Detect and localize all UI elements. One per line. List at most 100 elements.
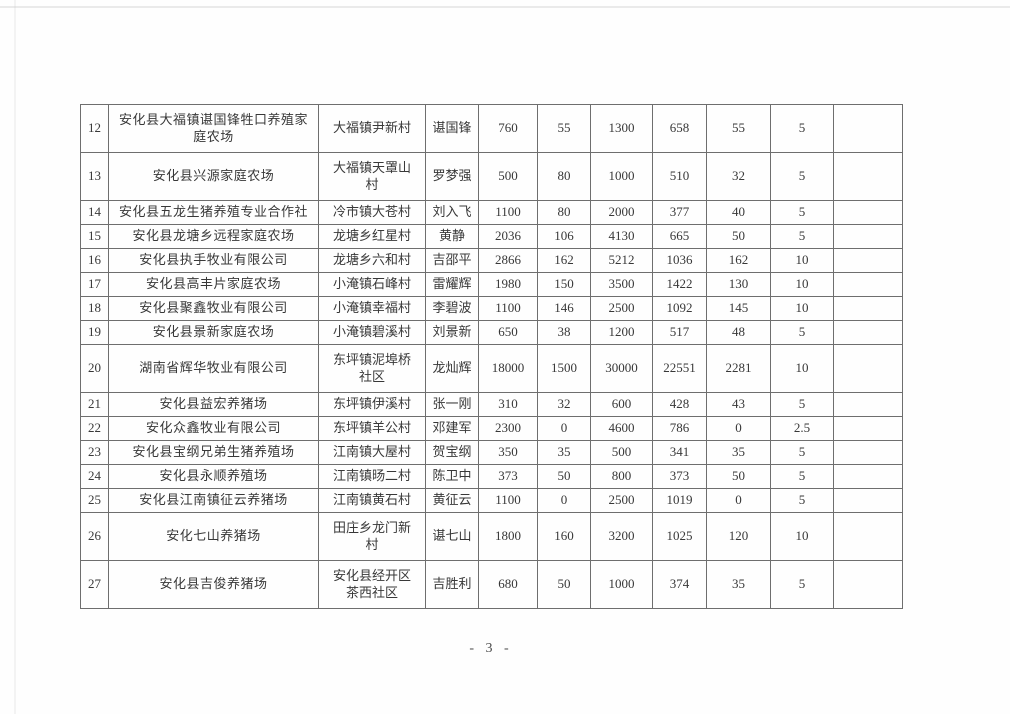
cell-contact-name: 黄征云 bbox=[425, 488, 479, 513]
cell-remarks bbox=[833, 464, 903, 489]
cell-contact-name: 李碧波 bbox=[425, 296, 479, 321]
cell-row-number: 19 bbox=[80, 320, 109, 345]
cell-value-4: 341 bbox=[652, 440, 707, 465]
cell-remarks bbox=[833, 392, 903, 417]
cell-value-1: 2866 bbox=[478, 248, 538, 273]
cell-value-1: 2036 bbox=[478, 224, 538, 249]
cell-value-6: 10 bbox=[770, 344, 834, 393]
cell-value-2: 160 bbox=[537, 512, 591, 561]
table-row: 22 安化众鑫牧业有限公司 东坪镇羊公村 邓建军 2300 0 4600 786 0 2.5 bbox=[80, 416, 903, 441]
cell-value-4: 1025 bbox=[652, 512, 707, 561]
cell-row-number: 18 bbox=[80, 296, 109, 321]
cell-location: 小淹镇幸福村 bbox=[318, 296, 426, 321]
cell-value-2: 1500 bbox=[537, 344, 591, 393]
table-row: 17 安化县高丰片家庭农场 小淹镇石峰村 雷耀辉 1980 150 3500 1422 130 1… bbox=[80, 272, 903, 297]
cell-value-4: 374 bbox=[652, 560, 707, 609]
cell-row-number: 23 bbox=[80, 440, 109, 465]
cell-value-6: 5 bbox=[770, 104, 834, 153]
cell-remarks bbox=[833, 560, 903, 609]
cell-value-2: 0 bbox=[537, 416, 591, 441]
cell-value-2: 150 bbox=[537, 272, 591, 297]
cell-value-6: 10 bbox=[770, 272, 834, 297]
table-row: 16 安化县执手牧业有限公司 龙塘乡六和村 吉邵平 2866 162 5212 1036 162… bbox=[80, 248, 903, 273]
cell-value-5: 40 bbox=[706, 200, 771, 225]
cell-value-2: 35 bbox=[537, 440, 591, 465]
cell-value-6: 10 bbox=[770, 512, 834, 561]
cell-farm-name: 安化众鑫牧业有限公司 bbox=[108, 416, 319, 441]
table-row: 25 安化县江南镇征云养猪场 江南镇黄石村 黄征云 1100 0 2500 1019 0 5 bbox=[80, 488, 903, 513]
cell-row-number: 26 bbox=[80, 512, 109, 561]
cell-value-3: 4130 bbox=[590, 224, 653, 249]
cell-value-1: 18000 bbox=[478, 344, 538, 393]
cell-remarks bbox=[833, 152, 903, 201]
cell-location: 大福镇天罩山村 bbox=[318, 152, 426, 201]
cell-value-3: 2500 bbox=[590, 488, 653, 513]
table-row: 14 安化县五龙生猪养殖专业合作社 冷市镇大苍村 刘入飞 1100 80 2000 377 40… bbox=[80, 200, 903, 225]
cell-value-6: 5 bbox=[770, 152, 834, 201]
cell-location: 大福镇尹新村 bbox=[318, 104, 426, 153]
cell-farm-name: 安化县景新家庭农场 bbox=[108, 320, 319, 345]
cell-value-1: 1100 bbox=[478, 200, 538, 225]
cell-value-2: 50 bbox=[537, 560, 591, 609]
cell-value-3: 1200 bbox=[590, 320, 653, 345]
cell-farm-name: 安化县龙塘乡远程家庭农场 bbox=[108, 224, 319, 249]
cell-row-number: 15 bbox=[80, 224, 109, 249]
cell-contact-name: 罗梦强 bbox=[425, 152, 479, 201]
cell-value-3: 600 bbox=[590, 392, 653, 417]
cell-value-5: 120 bbox=[706, 512, 771, 561]
cell-value-4: 373 bbox=[652, 464, 707, 489]
cell-value-1: 1100 bbox=[478, 296, 538, 321]
cell-value-4: 22551 bbox=[652, 344, 707, 393]
cell-value-3: 1000 bbox=[590, 560, 653, 609]
cell-value-1: 1800 bbox=[478, 512, 538, 561]
cell-value-5: 2281 bbox=[706, 344, 771, 393]
scan-artifact-top bbox=[0, 6, 1010, 8]
table-body: 12 安化县大福镇谌国锋牲口养殖家庭农场 大福镇尹新村 谌国锋 760 55 1300 658… bbox=[80, 104, 903, 609]
cell-location: 龙塘乡六和村 bbox=[318, 248, 426, 273]
cell-remarks bbox=[833, 296, 903, 321]
cell-value-2: 55 bbox=[537, 104, 591, 153]
cell-remarks bbox=[833, 224, 903, 249]
cell-row-number: 13 bbox=[80, 152, 109, 201]
cell-value-5: 0 bbox=[706, 488, 771, 513]
cell-location: 东坪镇泥埠桥社区 bbox=[318, 344, 426, 393]
cell-row-number: 25 bbox=[80, 488, 109, 513]
cell-value-2: 38 bbox=[537, 320, 591, 345]
cell-contact-name: 吉胜利 bbox=[425, 560, 479, 609]
cell-farm-name: 安化县五龙生猪养殖专业合作社 bbox=[108, 200, 319, 225]
cell-value-1: 373 bbox=[478, 464, 538, 489]
livestock-farms-table: 12 安化县大福镇谌国锋牲口养殖家庭农场 大福镇尹新村 谌国锋 760 55 1300 658… bbox=[80, 104, 903, 609]
cell-value-6: 10 bbox=[770, 248, 834, 273]
cell-value-1: 1980 bbox=[478, 272, 538, 297]
cell-value-1: 2300 bbox=[478, 416, 538, 441]
cell-value-5: 145 bbox=[706, 296, 771, 321]
table-row: 15 安化县龙塘乡远程家庭农场 龙塘乡红星村 黄静 2036 106 4130 665 50 5 bbox=[80, 224, 903, 249]
cell-contact-name: 陈卫中 bbox=[425, 464, 479, 489]
cell-farm-name: 安化县大福镇谌国锋牲口养殖家庭农场 bbox=[108, 104, 319, 153]
cell-farm-name: 安化县江南镇征云养猪场 bbox=[108, 488, 319, 513]
cell-row-number: 21 bbox=[80, 392, 109, 417]
cell-value-5: 32 bbox=[706, 152, 771, 201]
cell-value-3: 30000 bbox=[590, 344, 653, 393]
cell-value-6: 5 bbox=[770, 464, 834, 489]
cell-location: 小淹镇碧溪村 bbox=[318, 320, 426, 345]
cell-value-3: 5212 bbox=[590, 248, 653, 273]
cell-value-3: 3200 bbox=[590, 512, 653, 561]
cell-row-number: 20 bbox=[80, 344, 109, 393]
cell-value-1: 760 bbox=[478, 104, 538, 153]
cell-remarks bbox=[833, 320, 903, 345]
cell-value-5: 43 bbox=[706, 392, 771, 417]
cell-contact-name: 刘入飞 bbox=[425, 200, 479, 225]
cell-value-4: 665 bbox=[652, 224, 707, 249]
cell-remarks bbox=[833, 200, 903, 225]
cell-farm-name: 安化县益宏养猪场 bbox=[108, 392, 319, 417]
cell-contact-name: 龙灿辉 bbox=[425, 344, 479, 393]
page-number: - 3 - bbox=[469, 641, 513, 656]
cell-farm-name: 安化县兴源家庭农场 bbox=[108, 152, 319, 201]
cell-value-6: 5 bbox=[770, 320, 834, 345]
cell-value-6: 5 bbox=[770, 560, 834, 609]
cell-value-3: 4600 bbox=[590, 416, 653, 441]
cell-row-number: 12 bbox=[80, 104, 109, 153]
cell-value-5: 50 bbox=[706, 464, 771, 489]
cell-location: 田庄乡龙门新村 bbox=[318, 512, 426, 561]
